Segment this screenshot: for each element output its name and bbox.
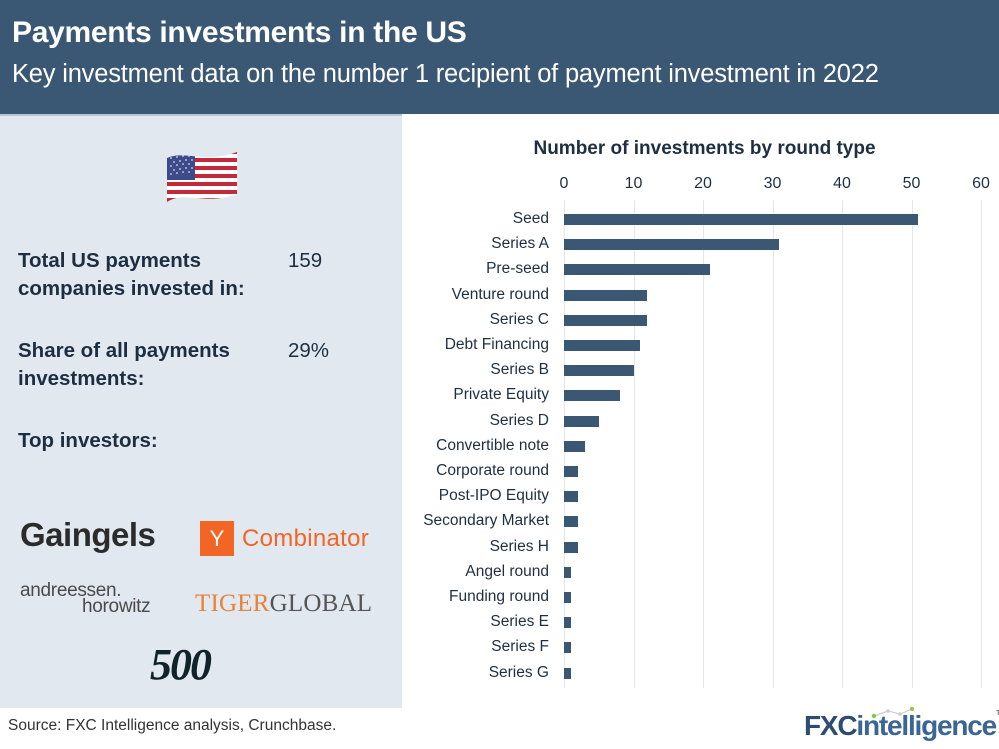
gridline: [773, 200, 774, 688]
fxc-intelligence-logo: FXCintelligenceTM: [804, 706, 999, 742]
bar: [564, 340, 641, 351]
page-title: Payments investments in the US: [12, 16, 467, 49]
trend-line-icon: [871, 707, 914, 719]
bar: [564, 214, 919, 225]
category-label: Secondary Market: [423, 512, 549, 530]
category-label: Corporate round: [436, 462, 549, 479]
category-label: Series F: [491, 638, 549, 656]
stat-total-companies-value: 159: [288, 249, 323, 272]
stat-total-companies-label: Total US payments companies invested in:: [18, 247, 245, 303]
category-label: Series H: [489, 537, 549, 555]
gridline: [842, 200, 843, 688]
x-tick-label: 10: [624, 175, 643, 192]
category-label: Private Equity: [453, 386, 549, 404]
bar: [564, 667, 571, 679]
tiger-global-logo-global: GLOBAL: [269, 590, 373, 617]
y-combinator-logo-text: Combinator: [242, 525, 370, 552]
stat-label-line: Total US payments: [18, 249, 202, 272]
trademark: TM: [996, 710, 999, 717]
x-tick-label: 30: [763, 175, 782, 192]
y-combinator-mark-icon: Y: [200, 521, 234, 556]
page-subtitle: Key investment data on the number 1 reci…: [12, 60, 879, 88]
stat-share-label: Share of all payments investments:: [18, 337, 230, 393]
gaingels-logo: Gaingels: [20, 516, 156, 553]
bar: [564, 289, 648, 301]
bar: [564, 491, 578, 503]
category-label: Debt Financing: [444, 336, 549, 353]
category-label: Post-IPO Equity: [438, 487, 549, 505]
tiger-global-logo: TIGERGLOBAL: [195, 590, 372, 618]
andreessen-horowitz-logo-line2: horowitz: [82, 596, 151, 617]
header-banner: Payments investments in the US Key inves…: [0, 0, 999, 114]
bar: [564, 466, 578, 477]
category-label: Series E: [490, 613, 549, 631]
category-label: Series B: [490, 361, 549, 379]
bar: [564, 314, 648, 326]
bar: [564, 566, 571, 578]
tiger-global-logo-tiger: TIGER: [195, 590, 270, 617]
category-label: Pre-seed: [486, 260, 549, 278]
brand-fxc: FXC: [804, 710, 858, 741]
chart-title: Number of investments by round type: [533, 138, 876, 159]
andreessen-horowitz-logo-line1: andreessen.: [20, 580, 122, 601]
bar: [564, 239, 780, 251]
stat-label-line: Share of all payments: [18, 339, 230, 362]
category-label: Series D: [489, 411, 549, 429]
us-flag-icon: [167, 152, 237, 202]
top-investors-label: Top investors:: [18, 429, 158, 452]
x-tick-label: 0: [559, 175, 569, 192]
category-label: Series G: [488, 663, 549, 681]
category-label: Series C: [489, 310, 549, 328]
gridline: [703, 200, 704, 688]
bar: [564, 617, 571, 629]
bar: [564, 642, 571, 654]
category-label: Series A: [491, 235, 549, 253]
x-tick-label: 50: [902, 175, 921, 192]
bar: [564, 365, 634, 377]
gridline: [912, 200, 913, 688]
key-stats-panel: Total US payments companies invested in:…: [0, 114, 402, 708]
stat-label-line: companies invested in:: [18, 277, 245, 300]
gridline: [981, 200, 982, 688]
bar: [564, 415, 599, 427]
category-label: Venture round: [451, 285, 549, 303]
category-label: Convertible note: [436, 436, 549, 454]
x-tick-label: 40: [833, 175, 851, 192]
bar: [564, 592, 571, 603]
category-label: Angel round: [465, 562, 549, 580]
bar: [564, 440, 585, 452]
stat-label-line: investments:: [18, 367, 145, 390]
x-tick-label: 20: [694, 175, 712, 192]
brand-intelligence: intelligence: [856, 710, 997, 741]
category-label: Funding round: [449, 588, 549, 605]
bar: [564, 390, 620, 402]
source-note: Source: FXC Intelligence analysis, Crunc…: [8, 717, 337, 734]
x-tick-label: 60: [972, 175, 990, 192]
gridline: [634, 200, 635, 688]
stat-share-value: 29%: [288, 339, 330, 362]
bar: [564, 541, 578, 553]
bar: [564, 264, 710, 276]
category-label: Seed: [512, 210, 549, 227]
bar: [564, 516, 578, 528]
500-global-logo: 500: [150, 640, 212, 689]
